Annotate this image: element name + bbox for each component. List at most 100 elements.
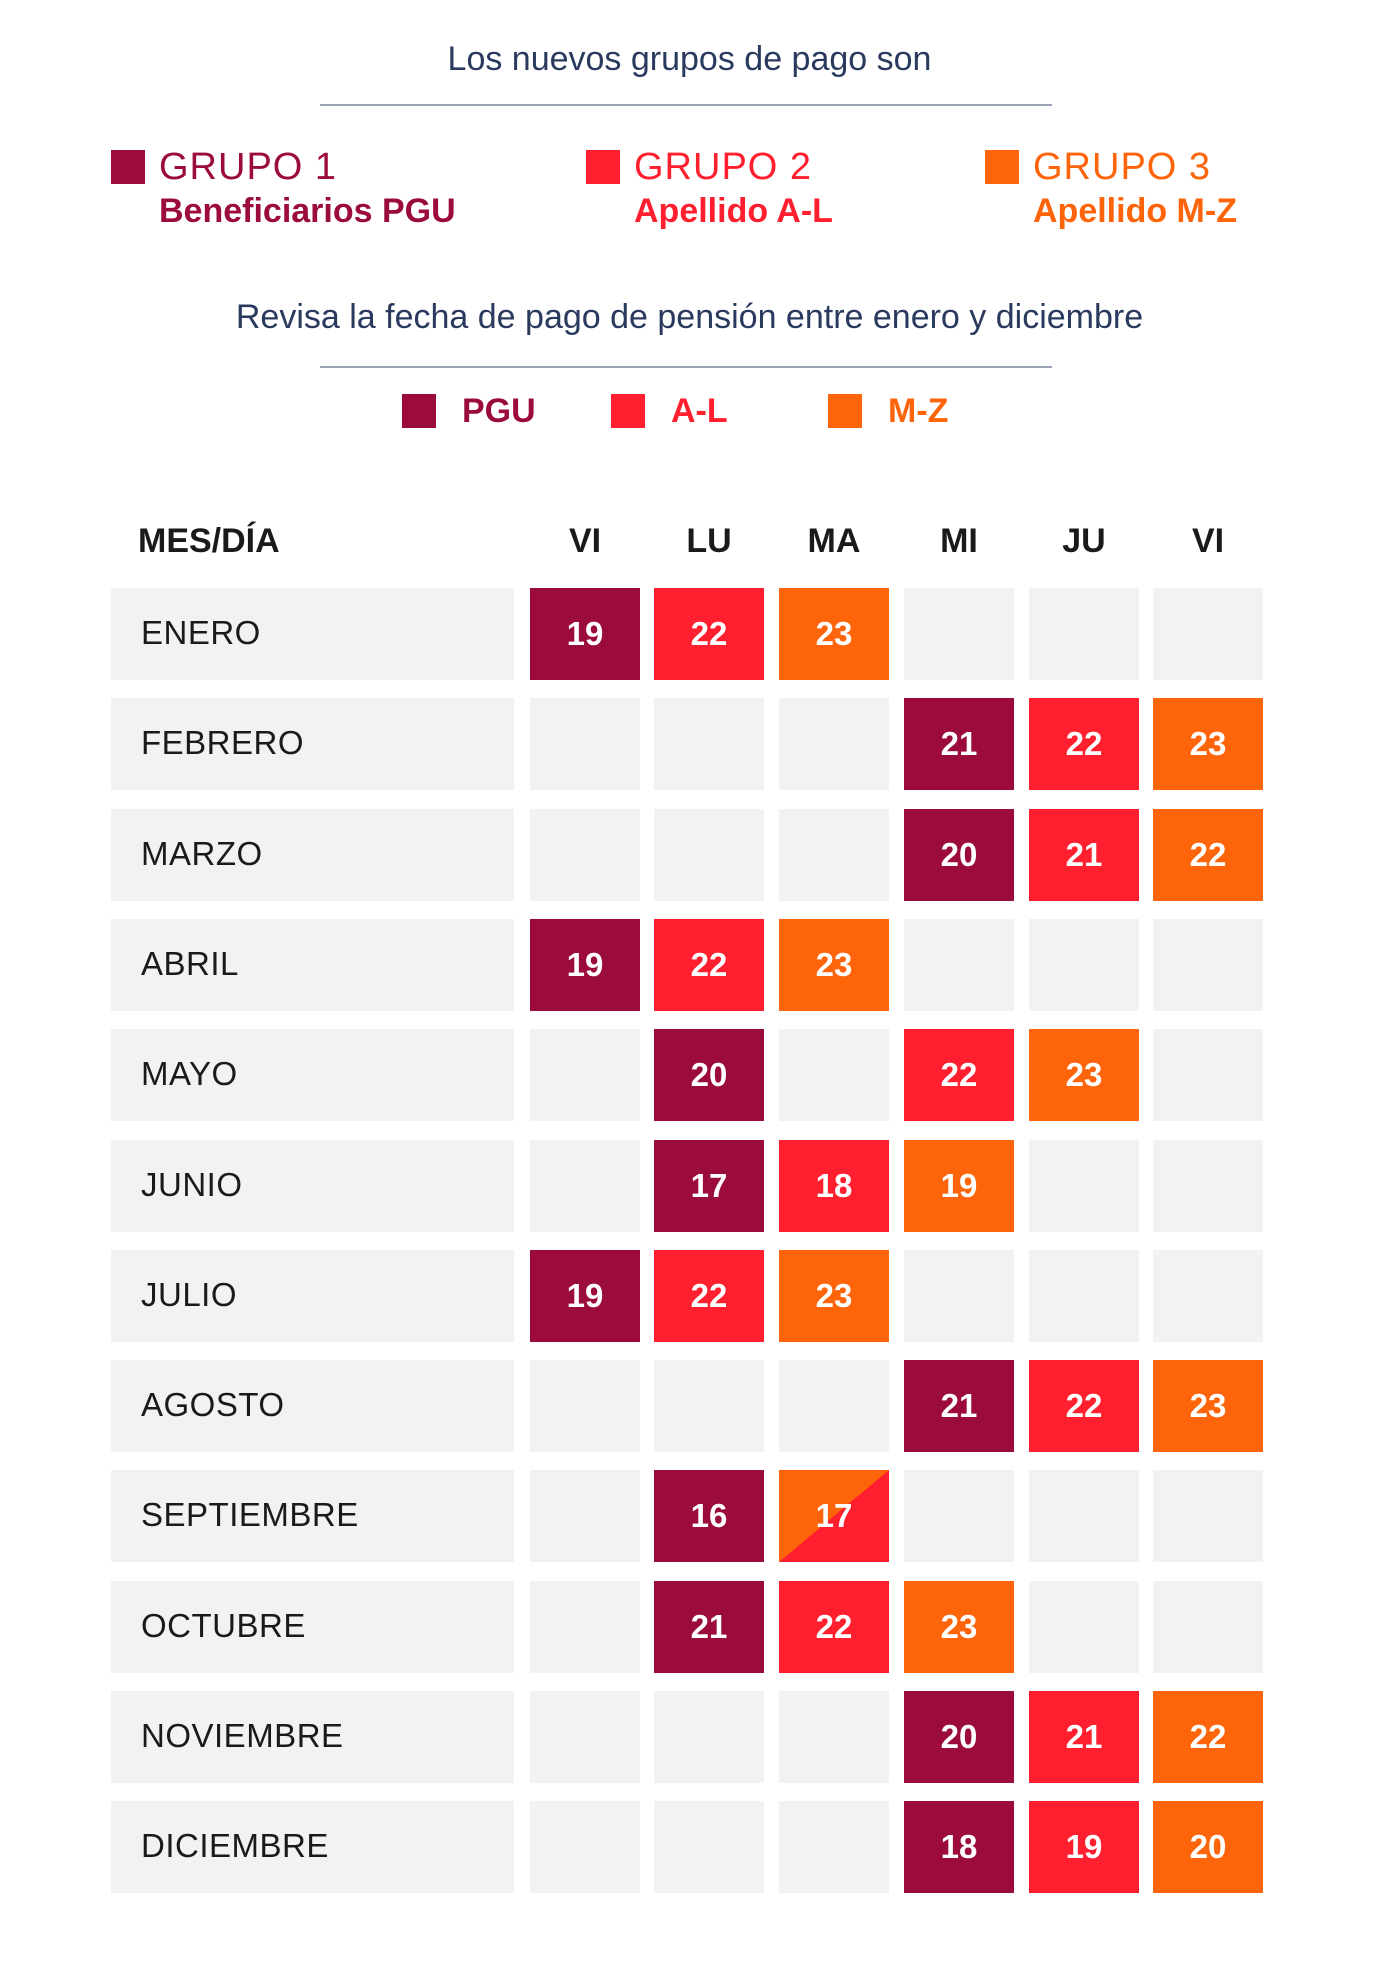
payment-day-cell: 18: [904, 1801, 1014, 1893]
empty-day-cell: [779, 698, 889, 790]
empty-day-cell: [779, 1801, 889, 1893]
day-header-1: VI: [568, 522, 602, 560]
payment-day-number: 19: [940, 1167, 978, 1204]
month-row-label: ENERO: [111, 588, 514, 680]
day-header-6: VI: [1191, 522, 1225, 560]
payment-day-number: 21: [1065, 1718, 1103, 1755]
payment-day-cell: 17: [779, 1470, 889, 1562]
empty-day-cell: [1029, 919, 1139, 1011]
group-3-swatch-icon: [985, 150, 1019, 184]
payment-day-cell: 19: [904, 1140, 1014, 1232]
empty-day-cell: [1153, 1250, 1263, 1342]
empty-day-cell: [1029, 1250, 1139, 1342]
payment-day-number: 23: [1189, 725, 1227, 762]
payment-day-cell: 20: [904, 809, 1014, 901]
empty-day-cell: [530, 1470, 640, 1562]
empty-day-cell: [779, 1691, 889, 1783]
month-row-label: NOVIEMBRE: [111, 1691, 514, 1783]
payment-day-number: 22: [690, 615, 728, 652]
empty-day-cell: [654, 1360, 764, 1452]
legend-pgu-label: PGU: [462, 392, 536, 430]
payment-day-number: 22: [940, 1056, 978, 1093]
month-name: MAYO: [141, 1055, 238, 1092]
group-1-swatch-icon: [111, 150, 145, 184]
month-row-label: MAYO: [111, 1029, 514, 1121]
empty-day-cell: [1153, 1470, 1263, 1562]
month-name: JULIO: [141, 1276, 238, 1313]
empty-day-cell: [1029, 588, 1139, 680]
payment-day-cell: 23: [779, 919, 889, 1011]
payment-day-cell: 21: [904, 1360, 1014, 1452]
group-2-name: GRUPO 2: [634, 146, 813, 188]
payment-day-number: 19: [1065, 1828, 1103, 1865]
payment-day-cell: 22: [654, 588, 764, 680]
empty-day-cell: [1153, 1581, 1263, 1673]
payment-day-cell: 19: [1029, 1801, 1139, 1893]
payment-day-cell: 16: [654, 1470, 764, 1562]
month-row-label: JUNIO: [111, 1140, 514, 1232]
payment-day-number: 18: [940, 1828, 978, 1865]
month-row-label: ABRIL: [111, 919, 514, 1011]
subtitle-divider: [320, 366, 1052, 368]
payment-day-number: 23: [815, 615, 853, 652]
group-2-swatch-icon: [586, 150, 620, 184]
payment-day-cell: 19: [530, 1250, 640, 1342]
payment-day-cell: 21: [654, 1581, 764, 1673]
empty-day-cell: [530, 1801, 640, 1893]
payment-day-number: 22: [690, 946, 728, 983]
month-name: ABRIL: [141, 945, 239, 982]
empty-day-cell: [1029, 1581, 1139, 1673]
month-name: OCTUBRE: [141, 1607, 306, 1644]
payment-day-cell: 22: [904, 1029, 1014, 1121]
page-subtitle: Revisa la fecha de pago de pensión entre…: [235, 298, 1144, 336]
empty-day-cell: [779, 1360, 889, 1452]
payment-day-number: 20: [1189, 1828, 1227, 1865]
empty-day-cell: [530, 1140, 640, 1232]
payment-day-number: 21: [940, 1387, 978, 1424]
payment-day-cell: 22: [654, 919, 764, 1011]
empty-day-cell: [904, 919, 1014, 1011]
payment-day-cell: 22: [1153, 1691, 1263, 1783]
payment-day-number: 17: [690, 1167, 728, 1204]
legend-mz-swatch-icon: [828, 394, 862, 428]
empty-day-cell: [530, 1691, 640, 1783]
empty-day-cell: [654, 1691, 764, 1783]
empty-day-cell: [530, 1029, 640, 1121]
payment-day-number: 20: [940, 836, 978, 873]
month-row-label: MARZO: [111, 809, 514, 901]
group-3-desc: Apellido M-Z: [1033, 192, 1237, 230]
payment-day-number: 22: [1065, 725, 1103, 762]
payment-day-number: 22: [690, 1277, 728, 1314]
group-3-name: GRUPO 3: [1033, 146, 1212, 188]
payment-day-number: 18: [815, 1167, 853, 1204]
legend-al-label: A-L: [671, 392, 728, 430]
payment-day-number: 23: [1065, 1056, 1103, 1093]
payment-day-number: 23: [815, 946, 853, 983]
month-row-label: SEPTIEMBRE: [111, 1470, 514, 1562]
group-1-name: GRUPO 1: [159, 146, 338, 188]
payment-day-number: 23: [940, 1608, 978, 1645]
month-row-label: DICIEMBRE: [111, 1801, 514, 1893]
payment-day-number: 23: [815, 1277, 853, 1314]
payment-day-cell: 20: [654, 1029, 764, 1121]
empty-day-cell: [779, 809, 889, 901]
month-name: FEBRERO: [141, 724, 305, 761]
payment-day-number: 19: [566, 615, 604, 652]
payment-day-cell: 23: [904, 1581, 1014, 1673]
payment-day-cell: 20: [904, 1691, 1014, 1783]
payment-day-number: 21: [690, 1608, 728, 1645]
day-header-3: MA: [807, 522, 861, 560]
payment-day-number: 22: [815, 1608, 853, 1645]
legend-al-swatch-icon: [611, 394, 645, 428]
payment-day-number: 19: [566, 1277, 604, 1314]
empty-day-cell: [1153, 1140, 1263, 1232]
empty-day-cell: [904, 1470, 1014, 1562]
month-name: NOVIEMBRE: [141, 1717, 344, 1754]
month-name: AGOSTO: [141, 1386, 285, 1423]
month-row-label: JULIO: [111, 1250, 514, 1342]
empty-day-cell: [530, 1581, 640, 1673]
payment-day-cell: 23: [1029, 1029, 1139, 1121]
empty-day-cell: [654, 809, 764, 901]
day-header-4: MI: [940, 522, 978, 560]
empty-day-cell: [530, 809, 640, 901]
